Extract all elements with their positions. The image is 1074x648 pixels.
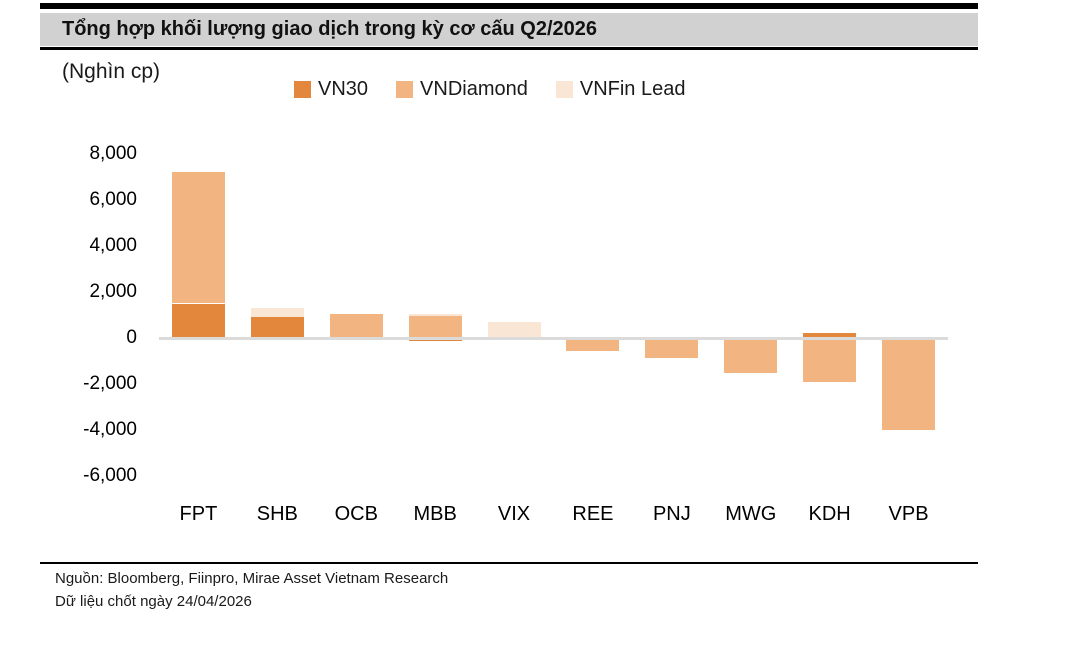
- title-top-rule: [40, 3, 978, 9]
- legend-swatch-vndiamond-icon: [396, 81, 414, 98]
- source-note: Nguồn: Bloomberg, Fiinpro, Mirae Asset V…: [55, 570, 449, 587]
- legend-item-vndiamond: VNDiamond: [396, 78, 528, 101]
- x-axis-category-label: OCB: [334, 503, 378, 525]
- x-axis-category-label: PNJ: [652, 503, 691, 525]
- title-bar: Tổng hợp khối lượng giao dịch trong kỳ c…: [40, 13, 978, 46]
- zero-axis-line: [159, 336, 948, 340]
- y-axis-tick-label: -2,000: [83, 373, 137, 394]
- bar-segment-mwg-vndiamond: [724, 338, 778, 373]
- y-axis-unit-label: (Nghìn cp): [62, 60, 161, 83]
- x-axis-category-label: VPB: [888, 503, 929, 525]
- legend-item-vn30: VN30: [294, 78, 368, 101]
- bar-segment-mbb-vndiamond: [408, 316, 462, 338]
- bar-segment-vpb-vndiamond: [882, 338, 936, 430]
- bar-segment-pnj-vndiamond: [645, 338, 699, 358]
- y-axis-tick-label: -6,000: [83, 465, 137, 486]
- x-axis-category-label: FPT: [179, 503, 218, 525]
- bar-segment-ree-vndiamond: [566, 338, 620, 351]
- bar-segment-vix-vnfin-lead: [487, 321, 541, 338]
- chart-legend: VN30 VNDiamond VNFin Lead: [294, 78, 685, 101]
- legend-swatch-vn30-icon: [294, 81, 311, 98]
- bar-segment-mbb-vn30: [408, 338, 462, 342]
- bar-segment-mbb-vnfin-lead: [408, 313, 462, 317]
- bar-segment-kdh-vndiamond: [803, 338, 857, 382]
- data-cutoff-note: Dữ liệu chốt ngày 24/04/2026: [55, 593, 252, 610]
- page-title: Tổng hợp khối lượng giao dịch trong kỳ c…: [62, 18, 597, 40]
- x-axis-category-label: VIX: [497, 503, 531, 525]
- y-axis-tick-label: 6,000: [89, 189, 137, 210]
- legend-item-vnfin-lead: VNFin Lead: [555, 78, 686, 101]
- bar-segment-shb-vnfin-lead: [250, 308, 304, 318]
- x-axis-category-label: MBB: [413, 503, 457, 525]
- x-axis-category-label: MWG: [725, 503, 777, 525]
- y-axis-tick-label: 0: [126, 327, 137, 348]
- bar-segment-ocb-vndiamond: [329, 313, 383, 338]
- y-axis-tick-label: 2,000: [89, 281, 137, 302]
- x-axis-category-label: REE: [572, 503, 614, 525]
- legend-label-vnfin-lead: VNFin Lead: [579, 78, 686, 100]
- title-bottom-rule: [40, 47, 978, 50]
- legend-label-vn30: VN30: [318, 78, 369, 100]
- bar-segment-fpt-vndiamond: [171, 172, 225, 304]
- y-axis-tick-label: 4,000: [89, 235, 137, 256]
- y-axis-tick-label: 8,000: [89, 143, 137, 164]
- bar-segment-kdh-vn30: [803, 333, 857, 338]
- y-axis-tick-label: -4,000: [83, 419, 137, 440]
- bar-segment-shb-vn30: [250, 317, 304, 338]
- legend-swatch-vnfin-lead-icon: [555, 81, 573, 98]
- x-axis-category-label: KDH: [808, 503, 851, 525]
- bar-segment-fpt-vn30: [171, 303, 225, 338]
- x-axis-category-label: SHB: [256, 503, 298, 525]
- footer-rule: [40, 562, 978, 564]
- legend-label-vndiamond: VNDiamond: [420, 78, 528, 100]
